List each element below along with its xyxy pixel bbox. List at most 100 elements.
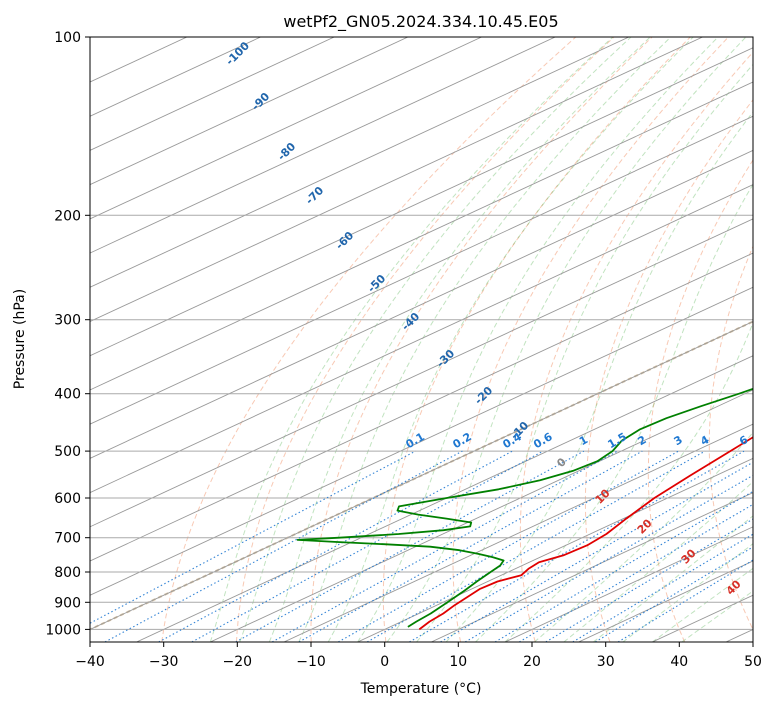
isotherm-line <box>90 37 482 220</box>
y-tick-label: 400 <box>54 387 81 403</box>
isotherm-label: -50 <box>365 272 388 295</box>
x-axis-label: Temperature (°C) <box>360 681 482 697</box>
y-tick-label: 200 <box>54 208 81 224</box>
mixing-ratio-label: 2 <box>635 433 648 448</box>
isotherm-line <box>431 492 753 642</box>
mixing-ratio-line <box>409 450 745 642</box>
y-tick-label: 900 <box>54 595 81 611</box>
isotherm-line <box>90 115 753 425</box>
isotherm-line <box>90 218 753 528</box>
mixing-ratio-line <box>271 450 618 642</box>
moist-adiabat <box>445 111 753 642</box>
dry-adiabat <box>584 99 753 642</box>
dry-adiabat <box>647 159 753 642</box>
dry-adiabat <box>519 51 753 642</box>
dry-adiabat <box>382 37 691 642</box>
isotherm-line <box>90 47 753 357</box>
isotherm-line <box>90 149 753 459</box>
moist-adiabat <box>504 321 753 642</box>
moist-adiabat <box>268 37 651 642</box>
mixing-ratio-line <box>338 450 679 642</box>
isotherm-line <box>210 389 753 642</box>
moist-adiabat <box>534 431 753 642</box>
isotherm-label: -60 <box>333 229 356 252</box>
mixing-ratio-label: 3 <box>672 433 685 448</box>
moist-adiabat <box>357 37 719 642</box>
mixing-ratio-label: 1 <box>577 433 590 448</box>
mixing-ratio-line <box>595 546 753 642</box>
isotherm-line <box>725 628 753 642</box>
isotherm-label: -90 <box>249 90 272 113</box>
isotherm-line <box>90 37 703 323</box>
moist-adiabat <box>563 481 753 642</box>
moist-adiabat <box>593 515 753 642</box>
x-tick-label: −10 <box>296 654 326 670</box>
mixing-ratio-line <box>440 461 753 642</box>
x-tick-label: −30 <box>149 654 179 670</box>
isotherm-line <box>90 321 753 630</box>
isotherm-label: -20 <box>472 384 495 407</box>
y-tick-label: 500 <box>54 444 81 460</box>
isotherm-line <box>90 37 556 254</box>
mixing-ratio-label: 0.2 <box>450 430 473 451</box>
y-tick-label: 1000 <box>45 622 81 638</box>
isotherm-line <box>90 37 335 151</box>
isotherm-line <box>90 252 753 562</box>
isotherm-line <box>357 457 753 642</box>
x-tick-label: −40 <box>75 654 105 670</box>
plot-frame <box>89 36 754 643</box>
mixing-ratio-line <box>617 559 753 642</box>
x-tick-label: 50 <box>744 654 762 670</box>
moist-adiabat <box>298 37 672 642</box>
isotherm-line <box>90 37 188 83</box>
isotherm-label: -100 <box>223 39 252 68</box>
dry-adiabats <box>161 37 775 642</box>
moist-adiabat <box>622 543 753 642</box>
mixing-ratio-line <box>545 518 753 642</box>
dry-adiabat <box>708 245 753 631</box>
moist-adiabat <box>239 37 632 642</box>
y-tick-label: 600 <box>54 491 81 507</box>
mixing-ratio-line <box>104 450 463 642</box>
x-tick-label: 10 <box>449 654 467 670</box>
mixing-ratio-line <box>494 490 753 642</box>
x-tick-label: 30 <box>597 654 615 670</box>
chart-title: wetPf2_GN05.2024.334.10.45.E05 <box>283 12 558 32</box>
moist-adiabat-label: 40 <box>724 577 744 597</box>
x-tick-label: −20 <box>223 654 253 670</box>
moist-adiabat <box>209 37 614 642</box>
isotherm-line <box>90 37 261 117</box>
isotherm-label: -70 <box>303 184 326 207</box>
y-tick-label: 300 <box>54 313 81 329</box>
moist-adiabat <box>681 590 753 642</box>
isotherm-line <box>578 560 753 642</box>
mixing-ratio-line <box>519 503 753 642</box>
y-tick-label: 700 <box>54 531 81 547</box>
mixing-ratio-line <box>298 450 643 642</box>
isotherm-label: -80 <box>275 140 298 163</box>
isotherm-line <box>136 355 753 642</box>
x-axis-ticks: −40 −30 −20 −10 0 10 20 30 40 50 <box>75 642 762 670</box>
y-axis-ticks: 1000 900 800 700 600 500 400 300 200 100 <box>45 30 90 638</box>
mixing-ratio-line <box>90 450 416 624</box>
isotherm-line <box>504 526 753 642</box>
isotherm-line <box>90 286 753 596</box>
mixing-ratio-label: 1.5 <box>606 430 629 451</box>
isotherm-lines <box>90 37 753 642</box>
isotherm-line <box>90 37 409 186</box>
dry-adiabat <box>161 37 577 642</box>
isotherm-line <box>90 81 753 391</box>
y-axis-label: Pressure (hPa) <box>12 289 28 389</box>
x-tick-label: 40 <box>670 654 688 670</box>
mixing-ratio-lines <box>90 450 753 642</box>
dry-adiabat <box>236 37 615 642</box>
isotherm-label: -30 <box>434 347 457 370</box>
moist-adiabat <box>416 63 753 642</box>
mixing-ratio-label: 8 <box>766 433 775 448</box>
moist-adiabat-label: 30 <box>679 546 699 566</box>
dewpoint-line <box>296 387 753 628</box>
mixing-ratio-line <box>572 533 753 642</box>
dry-adiabat <box>310 37 653 642</box>
dry-adiabat <box>768 37 775 642</box>
